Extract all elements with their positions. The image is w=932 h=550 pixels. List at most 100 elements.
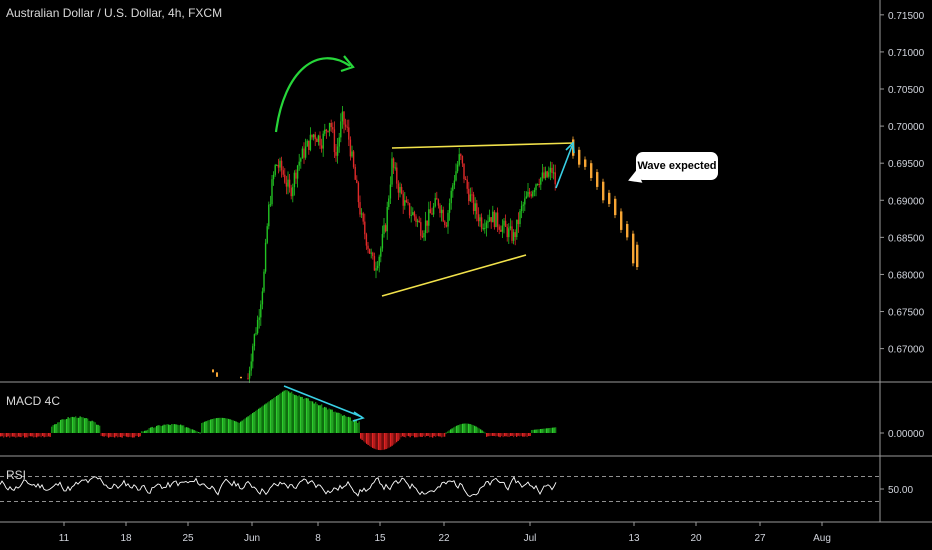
- candle-body: [277, 164, 280, 168]
- macd-bar: [180, 424, 182, 433]
- macd-bar: [42, 433, 44, 437]
- candle-body: [445, 224, 448, 227]
- macd-bar: [379, 433, 381, 451]
- macd-bar: [537, 429, 539, 433]
- candle-body: [453, 180, 456, 186]
- candle-body: [266, 226, 268, 243]
- macd-bar: [34, 433, 36, 438]
- macd-bar: [414, 433, 416, 438]
- candle-body: [327, 130, 329, 132]
- macd-bar: [469, 424, 471, 433]
- macd-bar: [472, 425, 474, 433]
- macd-bar: [375, 433, 377, 450]
- macd-bar: [445, 432, 447, 434]
- macd-bar: [325, 407, 327, 433]
- macd-bar: [417, 433, 419, 438]
- candle-body: [368, 248, 371, 254]
- macd-bar: [19, 433, 21, 438]
- macd-bar: [58, 422, 60, 433]
- candle-body: [424, 220, 427, 233]
- macd-bar: [30, 433, 32, 437]
- macd-bar: [475, 426, 477, 433]
- macd-bar: [510, 433, 512, 437]
- candle-body: [309, 134, 312, 150]
- macd-bar: [511, 433, 513, 436]
- macd-bar: [90, 421, 92, 433]
- macd-bar: [289, 392, 291, 433]
- macd-bar: [238, 422, 240, 433]
- macd-bar: [28, 433, 30, 437]
- candle-body: [493, 211, 496, 228]
- candle-body: [279, 160, 281, 168]
- macd-bar: [367, 433, 369, 446]
- macd-bar: [496, 433, 498, 437]
- macd-bar: [540, 429, 542, 433]
- macd-bar: [201, 423, 203, 433]
- macd-bar: [267, 402, 269, 433]
- candle-body: [447, 212, 449, 227]
- candle-body: [455, 171, 457, 181]
- macd-bar: [297, 396, 299, 433]
- macd-bar: [177, 424, 179, 433]
- macd-bar: [328, 408, 330, 433]
- candle-body: [548, 172, 550, 177]
- macd-bar: [51, 426, 53, 433]
- macd-bar: [334, 411, 336, 433]
- candle-body: [423, 232, 425, 238]
- macd-bar: [484, 432, 486, 434]
- candle-body: [340, 121, 342, 138]
- candle-body: [432, 206, 435, 215]
- candle-body: [538, 184, 540, 186]
- macd-bar: [502, 433, 504, 438]
- projection-candle-body: [590, 163, 593, 179]
- macd-bar: [279, 393, 281, 433]
- macd-bar: [450, 429, 452, 433]
- macd-bar: [310, 401, 312, 433]
- macd-bar: [276, 395, 278, 433]
- candle-body: [308, 140, 310, 150]
- macd-bar: [103, 433, 105, 437]
- macd-bar: [351, 420, 353, 433]
- macd-bar: [531, 430, 533, 433]
- macd-bar: [507, 433, 509, 437]
- candle-body: [466, 179, 468, 189]
- macd-bar: [211, 419, 213, 433]
- macd-bar: [99, 425, 101, 433]
- macd-bar: [343, 415, 345, 433]
- macd-bar: [498, 433, 500, 437]
- candle-body: [431, 213, 433, 215]
- macd-bar: [129, 433, 131, 437]
- macd-bar: [285, 390, 287, 433]
- candle-body: [407, 202, 409, 204]
- candle-body: [524, 198, 526, 205]
- candle-body: [253, 334, 256, 347]
- candle-body: [292, 187, 294, 197]
- macd-bar: [519, 433, 521, 437]
- macd-bar: [459, 424, 461, 433]
- macd-bar: [412, 433, 414, 436]
- candle-body: [504, 220, 507, 227]
- candle-body: [268, 204, 270, 227]
- macd-bar: [423, 433, 425, 436]
- candle-body: [440, 209, 443, 214]
- candle-body: [392, 158, 395, 168]
- candle-body: [324, 129, 326, 134]
- candle-body: [322, 133, 324, 149]
- macd-bar: [261, 406, 263, 433]
- candle-body: [416, 220, 419, 222]
- projection-candle-body: [632, 233, 635, 264]
- macd-bar: [33, 433, 35, 438]
- macd-bar: [193, 430, 195, 433]
- macd-bar: [453, 427, 455, 433]
- macd-bar: [208, 419, 210, 433]
- candle-body: [517, 219, 520, 225]
- projection-candle-body: [614, 198, 617, 216]
- candle-body: [367, 245, 369, 249]
- macd-bar: [322, 407, 324, 433]
- candle-body: [280, 160, 283, 171]
- candle-body: [527, 191, 529, 197]
- macd-bar: [84, 418, 86, 433]
- rsi-label: RSI: [6, 468, 27, 482]
- macd-bar: [199, 432, 201, 434]
- macd-bar: [16, 433, 18, 438]
